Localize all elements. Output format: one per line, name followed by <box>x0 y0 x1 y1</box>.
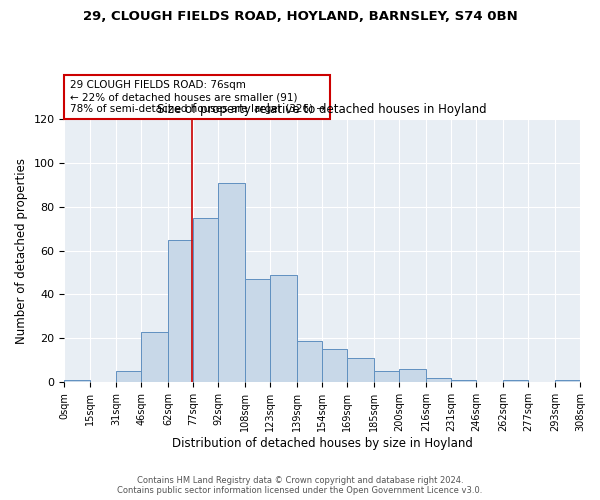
Bar <box>116 372 142 382</box>
Bar <box>347 358 374 382</box>
Y-axis label: Number of detached properties: Number of detached properties <box>15 158 28 344</box>
Bar <box>168 240 193 382</box>
Bar <box>503 380 528 382</box>
Bar <box>555 380 580 382</box>
Bar <box>426 378 451 382</box>
Bar <box>64 380 89 382</box>
X-axis label: Distribution of detached houses by size in Hoyland: Distribution of detached houses by size … <box>172 437 473 450</box>
Bar <box>193 218 218 382</box>
Bar <box>245 279 271 382</box>
Bar <box>374 372 399 382</box>
Bar <box>297 340 322 382</box>
Text: 29, CLOUGH FIELDS ROAD, HOYLAND, BARNSLEY, S74 0BN: 29, CLOUGH FIELDS ROAD, HOYLAND, BARNSLE… <box>83 10 517 23</box>
Text: 29 CLOUGH FIELDS ROAD: 76sqm
← 22% of detached houses are smaller (91)
78% of se: 29 CLOUGH FIELDS ROAD: 76sqm ← 22% of de… <box>70 80 325 114</box>
Bar <box>218 182 245 382</box>
Text: Contains HM Land Registry data © Crown copyright and database right 2024.
Contai: Contains HM Land Registry data © Crown c… <box>118 476 482 495</box>
Bar <box>322 350 347 382</box>
Bar <box>451 380 476 382</box>
Bar <box>271 274 297 382</box>
Bar <box>142 332 168 382</box>
Title: Size of property relative to detached houses in Hoyland: Size of property relative to detached ho… <box>157 104 487 117</box>
Bar <box>399 369 426 382</box>
